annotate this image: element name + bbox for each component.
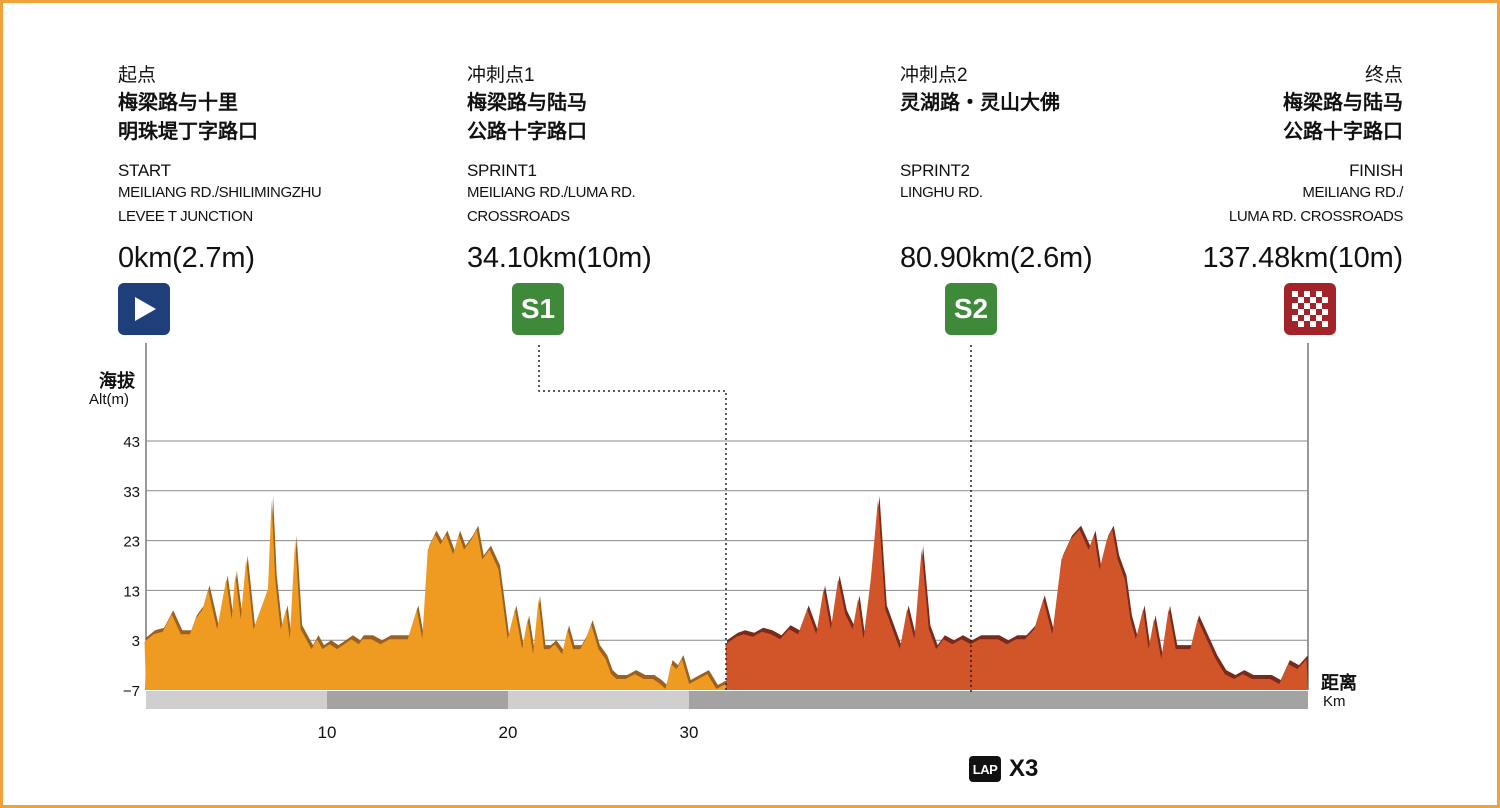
sprint2-cn-label: 冲刺点2 xyxy=(900,65,968,86)
x-tick-label: 30 xyxy=(680,723,699,742)
x-axis-title-cn: 距离 xyxy=(1321,673,1357,693)
sprint1-cn-name-line1: 梅梁路与陆马 xyxy=(467,92,587,114)
lap-badge: LAP xyxy=(969,756,1001,782)
start-distance: 0km(2.7m) xyxy=(118,242,255,274)
series-1-area xyxy=(144,499,727,690)
sprint1-distance: 34.10km(10m) xyxy=(467,242,652,274)
finish-cn-name-line2: 公路十字路口 xyxy=(1283,121,1403,143)
elevation-chart: −7 3 13 23 33 43 10 20 30 xyxy=(123,343,1309,742)
series-2-area xyxy=(725,499,1308,690)
lap-indicator: LAP X3 xyxy=(969,755,1038,783)
distance-bar-segment xyxy=(327,691,508,709)
x-axis-title: Km xyxy=(1323,693,1346,710)
sprint2-cn-name-line1: 灵湖路・灵山大佛 xyxy=(900,92,1060,114)
sprint1-en-name-line1: MEILIANG RD./LUMA RD. xyxy=(467,184,636,201)
distance-bar-segment xyxy=(146,691,327,709)
sprint1-en-label: SPRINT1 xyxy=(467,161,537,180)
start-en-label: START xyxy=(118,161,171,180)
start-badge-play-icon xyxy=(118,283,170,335)
start-point-info: 起点 梅梁路与十里 明珠堤丁字路口 START MEILIANG RD./SHI… xyxy=(118,63,322,274)
start-en-name-line1: MEILIANG RD./SHILIMINGZHU xyxy=(118,184,322,201)
start-cn-name-line2: 明珠堤丁字路口 xyxy=(118,121,258,143)
start-cn-name-line1: 梅梁路与十里 xyxy=(118,92,238,114)
y-tick-label: −7 xyxy=(123,683,140,700)
y-tick-label: 3 xyxy=(132,633,140,650)
x-tick-label: 20 xyxy=(499,723,518,742)
y-tick-label: 43 xyxy=(123,434,140,451)
sprint1-badge: S1 xyxy=(512,283,564,335)
y-axis-title: Alt(m) xyxy=(89,391,129,408)
y-tick-label: 23 xyxy=(123,534,140,551)
sprint2-point-info: 冲刺点2 灵湖路・灵山大佛 SPRINT2 LINGHU RD. 80.90km… xyxy=(900,63,1093,274)
y-axis-title-cn: 海拔 xyxy=(99,371,135,391)
start-cn-label: 起点 xyxy=(118,65,157,86)
finish-cn-label: 终点 xyxy=(1364,65,1403,86)
finish-en-name-line2: LUMA RD. CROSSROADS xyxy=(1228,208,1404,225)
distance-bar-segment xyxy=(689,691,1308,709)
sprint2-badge: S2 xyxy=(945,283,997,335)
finish-en-name-line1: MEILIANG RD./ xyxy=(1302,184,1403,201)
distance-bar-segment xyxy=(508,691,689,709)
finish-distance: 137.48km(10m) xyxy=(1202,242,1404,274)
sprint1-en-name-line2: CROSSROADS xyxy=(467,208,570,225)
finish-badge-checkered-flag-icon xyxy=(1284,283,1336,335)
sprint2-en-name-line1: LINGHU RD. xyxy=(900,184,983,201)
finish-point-info: 终点 梅梁路与陆马 公路十字路口 FINISH MEILIANG RD./ LU… xyxy=(1203,63,1404,274)
y-tick-label: 33 xyxy=(123,484,140,501)
sprint1-point-info: 冲刺点1 梅梁路与陆马 公路十字路口 SPRINT1 MEILIANG RD./… xyxy=(467,63,652,274)
sprint1-cn-name-line2: 公路十字路口 xyxy=(467,121,587,143)
y-tick-label: 13 xyxy=(123,583,140,600)
finish-en-label: FINISH xyxy=(1349,161,1403,180)
finish-cn-name-line1: 梅梁路与陆马 xyxy=(1283,92,1403,114)
start-en-name-line2: LEVEE T JUNCTION xyxy=(118,208,253,225)
sprint2-distance: 80.90km(2.6m) xyxy=(900,242,1093,274)
lap-count: X3 xyxy=(1009,755,1039,782)
sprint2-en-label: SPRINT2 xyxy=(900,161,970,180)
sprint1-cn-label: 冲刺点1 xyxy=(467,65,535,86)
x-tick-label: 10 xyxy=(318,723,337,742)
